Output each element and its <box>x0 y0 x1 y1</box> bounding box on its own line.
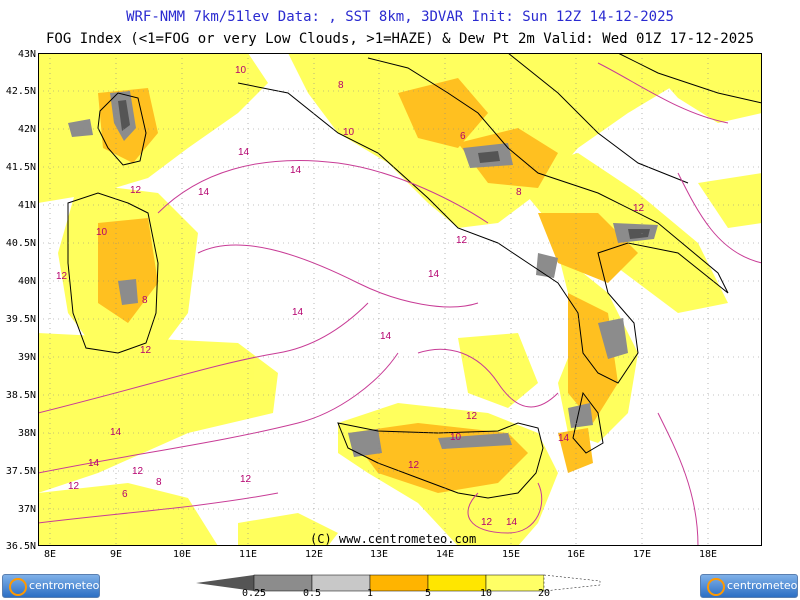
contour-label: 10 <box>343 127 355 138</box>
logo-ring-icon <box>9 578 27 596</box>
fog-index-orange-areas <box>98 78 638 493</box>
contour-label: 10 <box>235 65 247 76</box>
contour-label: 12 <box>240 474 252 485</box>
contour-label: 14 <box>110 427 122 438</box>
contour-label: 14 <box>558 433 570 444</box>
lat-label: 39N <box>17 352 36 363</box>
contour-label: 8 <box>338 80 344 91</box>
contour-label: 12 <box>132 466 144 477</box>
contour-label: 14 <box>290 165 302 176</box>
lat-label: 39.5N <box>5 314 36 325</box>
legend-label: 10 <box>479 588 493 599</box>
contour-label: 12 <box>633 203 645 214</box>
contour-label: 8 <box>156 477 162 488</box>
contour-label: 14 <box>198 187 210 198</box>
lat-lon-grid <box>38 53 762 546</box>
color-legend <box>196 574 601 592</box>
lat-label: 37.5N <box>5 466 36 477</box>
contour-label: 6 <box>122 489 128 500</box>
lon-label: 11E <box>238 549 258 560</box>
lat-label: 40N <box>17 276 36 287</box>
title-product-info: FOG Index (<1=FOG or very Low Clouds, >1… <box>45 31 754 47</box>
legend-swatch <box>196 575 254 591</box>
legend-label: 20 <box>537 588 551 599</box>
legend-swatch <box>543 574 601 592</box>
copyright-text: (C) www.centrometeo.com <box>310 532 477 546</box>
lon-label: 15E <box>501 549 521 560</box>
contour-label: 12 <box>56 271 68 282</box>
lat-label: 43N <box>17 49 36 60</box>
lat-label: 38N <box>17 428 36 439</box>
lat-label: 42N <box>17 124 36 135</box>
fog-index-map: 10 8 10 6 8 14 12 14 12 10 12 8 12 14 14… <box>38 53 762 546</box>
centrometeo-logo-right[interactable]: centrometeo <box>700 574 798 598</box>
lat-label: 41N <box>17 200 36 211</box>
lon-label: 8E <box>43 549 57 560</box>
contour-label: 12 <box>456 235 468 246</box>
contour-label: 12 <box>466 411 478 422</box>
contour-label: 14 <box>88 458 100 469</box>
centrometeo-logo-left[interactable]: centrometeo <box>2 574 100 598</box>
contour-label: 10 <box>450 432 462 443</box>
legend-label: 0.25 <box>241 588 267 599</box>
logo-text: centrometeo <box>727 579 798 592</box>
coastlines <box>67 53 762 499</box>
lon-label: 10E <box>172 549 192 560</box>
contour-label: 8 <box>516 187 522 198</box>
lat-label: 38.5N <box>5 390 36 401</box>
contour-label: 8 <box>142 295 148 306</box>
contour-label: 12 <box>481 517 493 528</box>
lon-label: 18E <box>698 549 718 560</box>
title-model-info: WRF-NMM 7km/51lev Data: , SST 8km, 3DVAR… <box>126 9 674 25</box>
lat-label: 42.5N <box>5 86 36 97</box>
fog-dark-areas <box>118 100 650 239</box>
contour-label: 14 <box>380 331 392 342</box>
contour-label: 14 <box>238 147 250 158</box>
contour-label: 14 <box>428 269 440 280</box>
legend-label: 1 <box>366 588 374 599</box>
lon-label: 13E <box>369 549 389 560</box>
legend-label: 5 <box>424 588 432 599</box>
lon-label: 12E <box>304 549 324 560</box>
contour-label: 12 <box>68 481 80 492</box>
contour-label: 6 <box>460 131 466 142</box>
contour-label: 14 <box>506 517 518 528</box>
lat-label: 40.5N <box>5 238 36 249</box>
lat-label: 41.5N <box>5 162 36 173</box>
contour-label: 14 <box>292 307 304 318</box>
logo-text: centrometeo <box>29 579 100 592</box>
lon-label: 16E <box>566 549 586 560</box>
contour-label: 12 <box>140 345 152 356</box>
lon-label: 9E <box>109 549 123 560</box>
lat-label: 37N <box>17 504 36 515</box>
contour-label: 10 <box>96 227 108 238</box>
contour-label: 12 <box>130 185 142 196</box>
lon-label: 14E <box>435 549 455 560</box>
lon-label: 17E <box>632 549 652 560</box>
contour-label: 12 <box>408 460 420 471</box>
logo-ring-icon <box>707 578 725 596</box>
legend-label: 0.5 <box>302 588 322 599</box>
contour-labels: 10 8 10 6 8 14 12 14 12 10 12 8 12 14 14… <box>56 65 645 528</box>
lat-label: 36.5N <box>5 541 36 552</box>
